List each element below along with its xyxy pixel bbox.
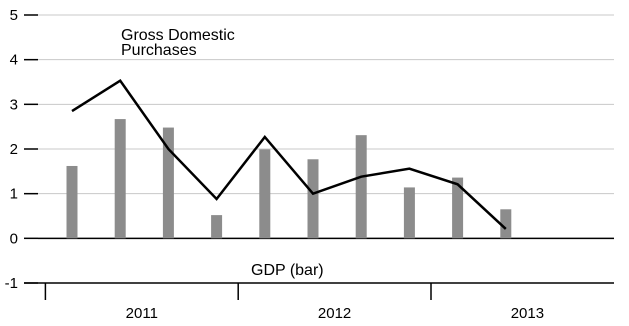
line-series bbox=[71, 78, 507, 230]
bar bbox=[114, 119, 126, 239]
bar bbox=[162, 127, 174, 239]
line-series-annotation-line1: Gross Domestic bbox=[121, 27, 235, 44]
bar-series-annotation: GDP (bar) bbox=[251, 262, 324, 279]
bar bbox=[307, 159, 319, 239]
grid-lines bbox=[38, 14, 614, 195]
bar bbox=[259, 149, 271, 239]
year-label: 2013 bbox=[511, 305, 544, 322]
bar-series bbox=[66, 119, 512, 239]
bar bbox=[211, 215, 223, 239]
y-tick-label: -1 bbox=[5, 275, 18, 292]
y-axis: -1 0 1 2 3 4 5 bbox=[5, 7, 38, 292]
y-tick-label: 5 bbox=[10, 7, 18, 24]
y-tick-label: 2 bbox=[10, 141, 18, 158]
bar bbox=[500, 209, 512, 239]
annotations: Gross Domestic Purchases GDP (bar) bbox=[121, 27, 324, 279]
bar bbox=[403, 187, 415, 239]
y-tick-label: 1 bbox=[10, 186, 18, 203]
y-tick-label: 4 bbox=[10, 52, 18, 69]
year-label: 2012 bbox=[318, 305, 351, 322]
x-axis: 2011 2012 2013 bbox=[24, 237, 614, 322]
line-series-annotation-line2: Purchases bbox=[121, 42, 197, 59]
series-line bbox=[71, 78, 507, 230]
year-label: 2011 bbox=[126, 305, 158, 322]
y-tick-label: 3 bbox=[10, 96, 18, 113]
bar bbox=[452, 177, 464, 239]
bar bbox=[66, 165, 78, 239]
bar bbox=[355, 135, 367, 239]
y-tick-label: 0 bbox=[10, 230, 18, 247]
